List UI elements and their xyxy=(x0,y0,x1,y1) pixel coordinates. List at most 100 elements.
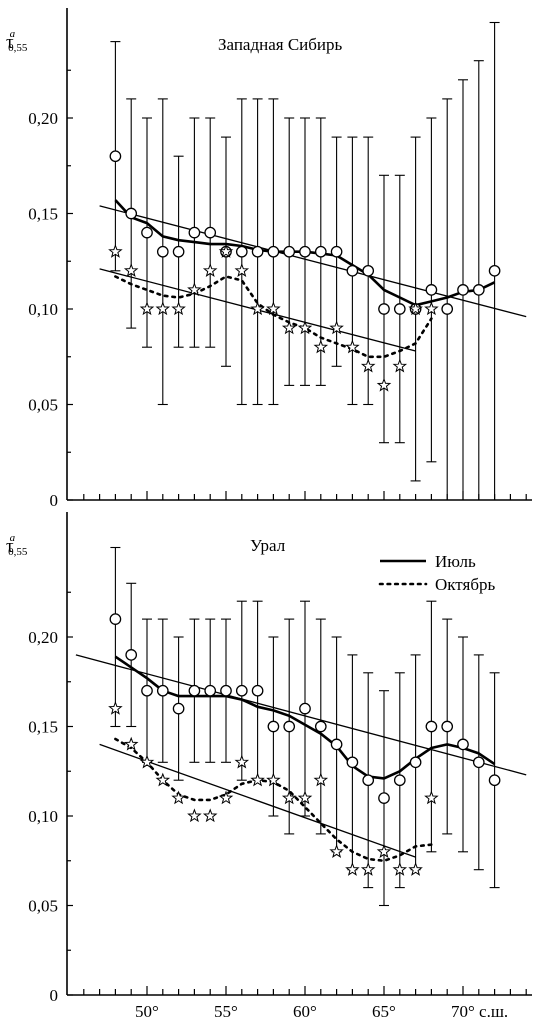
point-july xyxy=(425,720,438,733)
point-october xyxy=(424,301,439,316)
y-label-sub: 0,55 xyxy=(8,546,28,558)
point-october xyxy=(155,301,171,316)
y-tick-label: 0 xyxy=(50,986,59,1005)
point-october xyxy=(139,754,155,769)
point-july xyxy=(204,226,217,239)
curve-july xyxy=(114,655,496,780)
curve-october xyxy=(114,275,433,359)
point-october xyxy=(108,700,123,715)
point-october xyxy=(376,377,392,392)
point-october xyxy=(234,754,250,769)
y-tick-label: 0,10 xyxy=(28,300,58,319)
point-july xyxy=(188,226,201,239)
point-october xyxy=(281,320,297,335)
data-markers xyxy=(108,613,501,876)
point-october xyxy=(123,263,139,277)
point-october xyxy=(345,862,360,876)
y-tick-label: 0,05 xyxy=(28,396,58,415)
point-october xyxy=(108,244,123,258)
point-july xyxy=(378,792,390,804)
point-october xyxy=(297,320,313,335)
point-july xyxy=(299,702,311,715)
point-july xyxy=(188,684,201,697)
data-markers xyxy=(108,150,501,392)
x-ticks xyxy=(83,491,527,500)
point-october xyxy=(281,790,297,805)
point-july xyxy=(156,245,169,258)
point-july xyxy=(362,774,375,787)
panel-title: Урал xyxy=(250,536,286,555)
point-july xyxy=(220,684,232,697)
point-july xyxy=(283,720,296,733)
point-july xyxy=(141,684,153,697)
point-july xyxy=(204,684,217,697)
legend-label-october: Октябрь xyxy=(435,575,495,594)
point-july xyxy=(109,613,122,625)
point-october xyxy=(234,263,250,277)
point-october xyxy=(408,301,423,316)
x-tick-label: 65° xyxy=(372,1002,396,1021)
point-july xyxy=(267,720,280,733)
point-october xyxy=(392,358,408,373)
y-axis-label: τa 0,55 xyxy=(6,532,28,558)
point-july xyxy=(346,264,359,277)
point-july xyxy=(125,207,138,220)
x-tick-label: 50° xyxy=(135,1002,159,1021)
point-october xyxy=(187,808,202,823)
point-october xyxy=(250,772,265,787)
point-october xyxy=(123,736,139,751)
point-october xyxy=(218,790,234,805)
point-october xyxy=(202,808,218,823)
point-july xyxy=(441,303,454,315)
point-july xyxy=(488,264,501,277)
point-october xyxy=(345,339,360,354)
point-october xyxy=(139,301,155,316)
point-july xyxy=(141,226,153,239)
point-july xyxy=(441,720,454,733)
trend-line-october xyxy=(99,743,416,858)
point-october xyxy=(250,301,265,316)
point-october xyxy=(329,844,344,858)
trend-lines xyxy=(75,654,527,858)
point-october xyxy=(187,282,202,297)
y-label-base: τ xyxy=(6,536,14,557)
point-july xyxy=(457,284,469,296)
point-july xyxy=(314,720,327,733)
point-october xyxy=(266,772,281,787)
point-july xyxy=(109,150,122,163)
point-july xyxy=(235,245,248,258)
point-july xyxy=(330,245,343,258)
x-ticks: 50° 55° 60° 65° 70° с.ш. xyxy=(83,986,527,1021)
point-july xyxy=(488,774,501,787)
error-bars xyxy=(110,21,500,500)
y-tick-label: 0,20 xyxy=(28,628,58,647)
x-tick-label: 60° xyxy=(293,1002,317,1021)
x-tick-label: 70° с.ш. xyxy=(451,1002,508,1021)
point-july xyxy=(251,684,264,697)
point-july xyxy=(362,264,375,277)
point-october xyxy=(360,358,376,373)
point-october xyxy=(329,320,344,335)
y-tick-label: 0,15 xyxy=(28,718,58,737)
point-july xyxy=(235,684,248,697)
point-july xyxy=(378,303,390,315)
point-october xyxy=(376,844,392,858)
y-label-sup: a xyxy=(10,532,16,544)
y-label-sup: a xyxy=(10,28,16,40)
point-july xyxy=(125,649,138,661)
point-july xyxy=(172,245,185,258)
y-ticks: 0 0,05 0,10 0,15 0,20 xyxy=(28,591,73,1005)
point-july xyxy=(251,245,264,258)
y-label-sub: 0,55 xyxy=(8,42,28,54)
point-october xyxy=(392,862,408,876)
point-july xyxy=(472,284,485,296)
point-july xyxy=(409,756,422,769)
point-october xyxy=(424,790,439,805)
point-july xyxy=(472,756,485,769)
y-tick-label: 0,10 xyxy=(28,807,58,826)
y-axis-label: τa 0,55 xyxy=(6,28,28,54)
point-july xyxy=(314,245,327,258)
point-october xyxy=(297,790,313,805)
y-tick-label: 0,15 xyxy=(28,205,58,224)
